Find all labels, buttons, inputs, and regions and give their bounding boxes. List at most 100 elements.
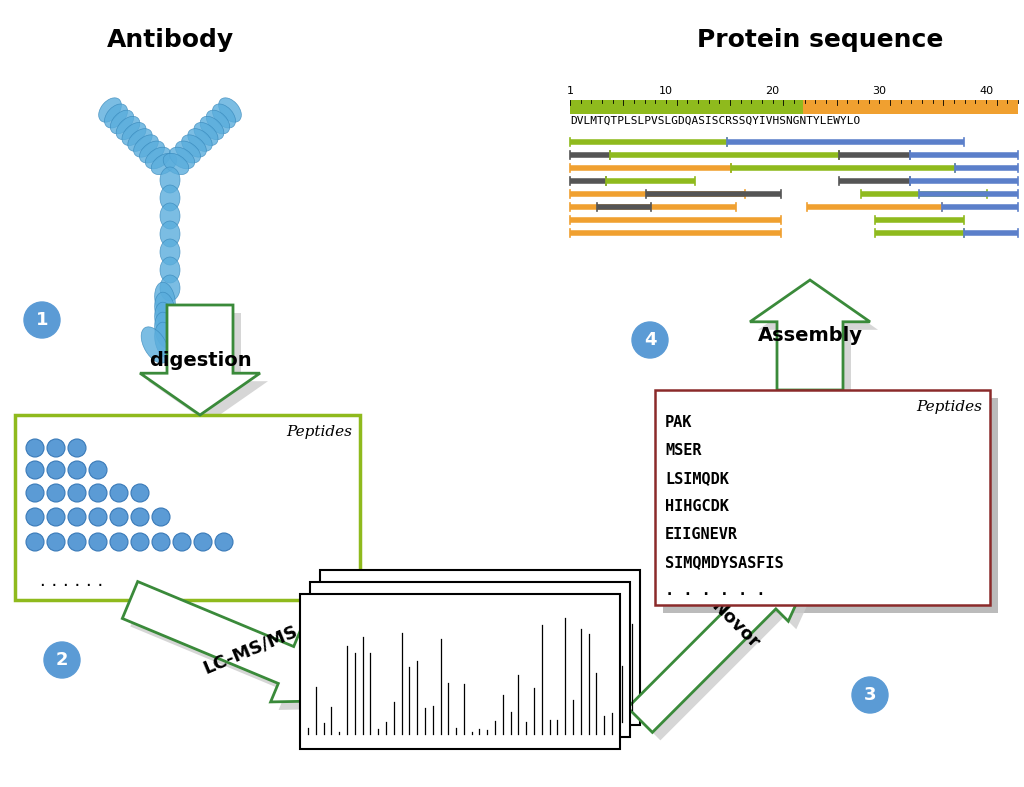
Ellipse shape <box>155 312 175 348</box>
Ellipse shape <box>160 203 180 229</box>
Circle shape <box>852 677 888 713</box>
Text: SIMQMDYSASFIS: SIMQMDYSASFIS <box>665 555 783 570</box>
Circle shape <box>47 533 65 551</box>
Text: PAK: PAK <box>665 415 692 430</box>
Ellipse shape <box>160 221 180 247</box>
Circle shape <box>152 533 170 551</box>
Ellipse shape <box>116 116 140 139</box>
Circle shape <box>173 533 191 551</box>
Circle shape <box>110 484 128 502</box>
Ellipse shape <box>104 104 128 128</box>
Circle shape <box>110 508 128 526</box>
Ellipse shape <box>219 98 242 122</box>
FancyBboxPatch shape <box>15 415 360 600</box>
Ellipse shape <box>181 135 207 157</box>
Text: 10: 10 <box>659 86 673 96</box>
Ellipse shape <box>213 104 236 128</box>
FancyBboxPatch shape <box>655 390 990 605</box>
Circle shape <box>68 461 86 479</box>
Ellipse shape <box>200 116 224 139</box>
Text: 40: 40 <box>979 86 993 96</box>
Ellipse shape <box>163 153 188 175</box>
Text: Protein sequence: Protein sequence <box>696 28 943 52</box>
Ellipse shape <box>160 257 180 283</box>
Ellipse shape <box>194 123 218 146</box>
Text: . . . . . .: . . . . . . <box>665 583 765 598</box>
Circle shape <box>44 642 80 678</box>
Circle shape <box>215 533 233 551</box>
Text: 1: 1 <box>566 86 573 96</box>
Text: MSER: MSER <box>665 443 701 458</box>
Ellipse shape <box>111 110 134 134</box>
Ellipse shape <box>155 292 175 328</box>
Circle shape <box>26 484 44 502</box>
Circle shape <box>110 533 128 551</box>
Circle shape <box>152 508 170 526</box>
Text: 4: 4 <box>644 331 656 349</box>
Polygon shape <box>750 280 870 390</box>
Ellipse shape <box>128 128 153 151</box>
Circle shape <box>632 322 668 358</box>
FancyBboxPatch shape <box>663 398 998 613</box>
Bar <box>803 100 1018 114</box>
Ellipse shape <box>169 147 195 169</box>
Circle shape <box>68 533 86 551</box>
Ellipse shape <box>139 141 165 163</box>
Ellipse shape <box>122 123 146 146</box>
Circle shape <box>26 508 44 526</box>
Circle shape <box>47 461 65 479</box>
Text: Assembly: Assembly <box>758 326 862 345</box>
Polygon shape <box>140 305 260 415</box>
FancyBboxPatch shape <box>300 594 620 749</box>
Circle shape <box>47 439 65 457</box>
Text: Antibody: Antibody <box>106 28 233 52</box>
Ellipse shape <box>206 110 229 134</box>
Text: 1: 1 <box>36 311 48 329</box>
Ellipse shape <box>160 239 180 265</box>
Text: 30: 30 <box>872 86 887 96</box>
Text: 3: 3 <box>864 686 877 704</box>
Polygon shape <box>758 288 878 398</box>
Text: Peptides: Peptides <box>916 400 982 414</box>
Text: digestion: digestion <box>148 350 251 370</box>
Ellipse shape <box>155 322 175 358</box>
Ellipse shape <box>155 283 175 318</box>
Polygon shape <box>636 538 838 741</box>
Bar <box>570 100 803 114</box>
Ellipse shape <box>160 275 180 301</box>
FancyBboxPatch shape <box>321 570 640 725</box>
Text: LSIMQDK: LSIMQDK <box>665 471 729 486</box>
Polygon shape <box>148 313 268 423</box>
Text: 2: 2 <box>55 651 69 669</box>
Circle shape <box>68 439 86 457</box>
Ellipse shape <box>98 98 121 122</box>
Ellipse shape <box>171 327 199 363</box>
Ellipse shape <box>155 302 175 338</box>
Circle shape <box>89 461 106 479</box>
Text: DVLMTQTPLSLPVSLGDQASISCRSSQYIVHSNGNTYLEWYLO: DVLMTQTPLSLPVSLGDQASISCRSSQYIVHSNGNTYLEW… <box>570 116 860 126</box>
Circle shape <box>68 508 86 526</box>
Circle shape <box>24 302 60 338</box>
Circle shape <box>26 439 44 457</box>
Text: LC-MS/MS: LC-MS/MS <box>200 623 300 678</box>
FancyBboxPatch shape <box>310 582 630 737</box>
Ellipse shape <box>145 147 171 169</box>
Text: Peptides: Peptides <box>286 425 352 439</box>
Polygon shape <box>130 589 378 710</box>
Circle shape <box>89 484 106 502</box>
Circle shape <box>89 508 106 526</box>
Polygon shape <box>628 530 830 733</box>
Ellipse shape <box>160 185 180 211</box>
Circle shape <box>26 533 44 551</box>
Ellipse shape <box>141 327 169 363</box>
Text: . . . . . .: . . . . . . <box>40 572 103 590</box>
Circle shape <box>89 533 106 551</box>
Circle shape <box>47 484 65 502</box>
Circle shape <box>131 484 150 502</box>
Circle shape <box>131 508 150 526</box>
Ellipse shape <box>152 153 177 175</box>
Circle shape <box>68 484 86 502</box>
Text: HIHGCDK: HIHGCDK <box>665 499 729 514</box>
Text: EIIGNEVR: EIIGNEVR <box>665 527 738 542</box>
Circle shape <box>26 461 44 479</box>
